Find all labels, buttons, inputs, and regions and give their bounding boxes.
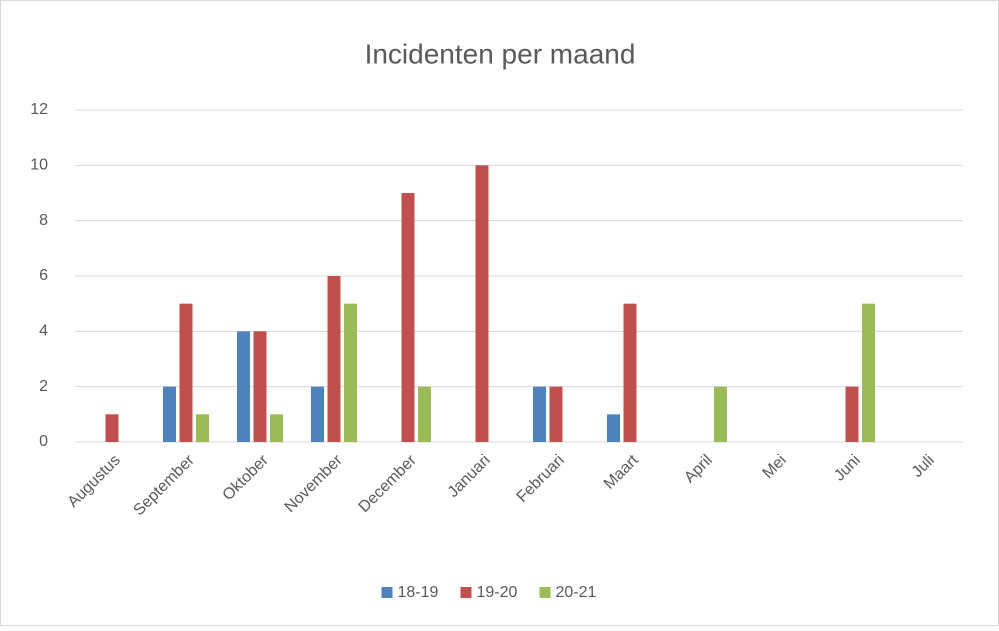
bar xyxy=(105,414,119,442)
legend-swatch xyxy=(460,587,472,598)
bar xyxy=(179,303,193,442)
bar xyxy=(714,386,727,442)
chart-title: Incidenten per maand xyxy=(365,38,636,69)
y-tick-label: 12 xyxy=(30,101,48,118)
bar xyxy=(311,386,324,442)
bar xyxy=(418,386,431,442)
legend-label: 18-19 xyxy=(398,584,439,601)
bar xyxy=(533,386,546,442)
bar xyxy=(196,414,209,442)
legend-label: 20-21 xyxy=(556,584,597,601)
y-tick-label: 4 xyxy=(39,323,48,340)
bar xyxy=(253,331,267,442)
bar xyxy=(344,303,357,442)
legend-label: 19-20 xyxy=(477,584,518,601)
bar xyxy=(270,414,283,442)
bar xyxy=(845,386,859,442)
bar xyxy=(163,386,176,442)
bar xyxy=(623,303,637,442)
bar xyxy=(237,331,250,442)
y-tick-label: 0 xyxy=(39,433,48,450)
y-tick-label: 6 xyxy=(39,267,48,284)
bar xyxy=(401,193,415,442)
bar xyxy=(549,386,563,442)
bar xyxy=(607,414,620,442)
y-tick-label: 10 xyxy=(30,157,48,174)
legend-swatch xyxy=(539,587,551,598)
bar xyxy=(475,165,489,443)
bar xyxy=(327,276,341,442)
y-tick-label: 8 xyxy=(39,212,48,229)
legend-swatch xyxy=(381,587,393,598)
bar xyxy=(862,303,875,442)
y-tick-label: 2 xyxy=(39,378,48,395)
